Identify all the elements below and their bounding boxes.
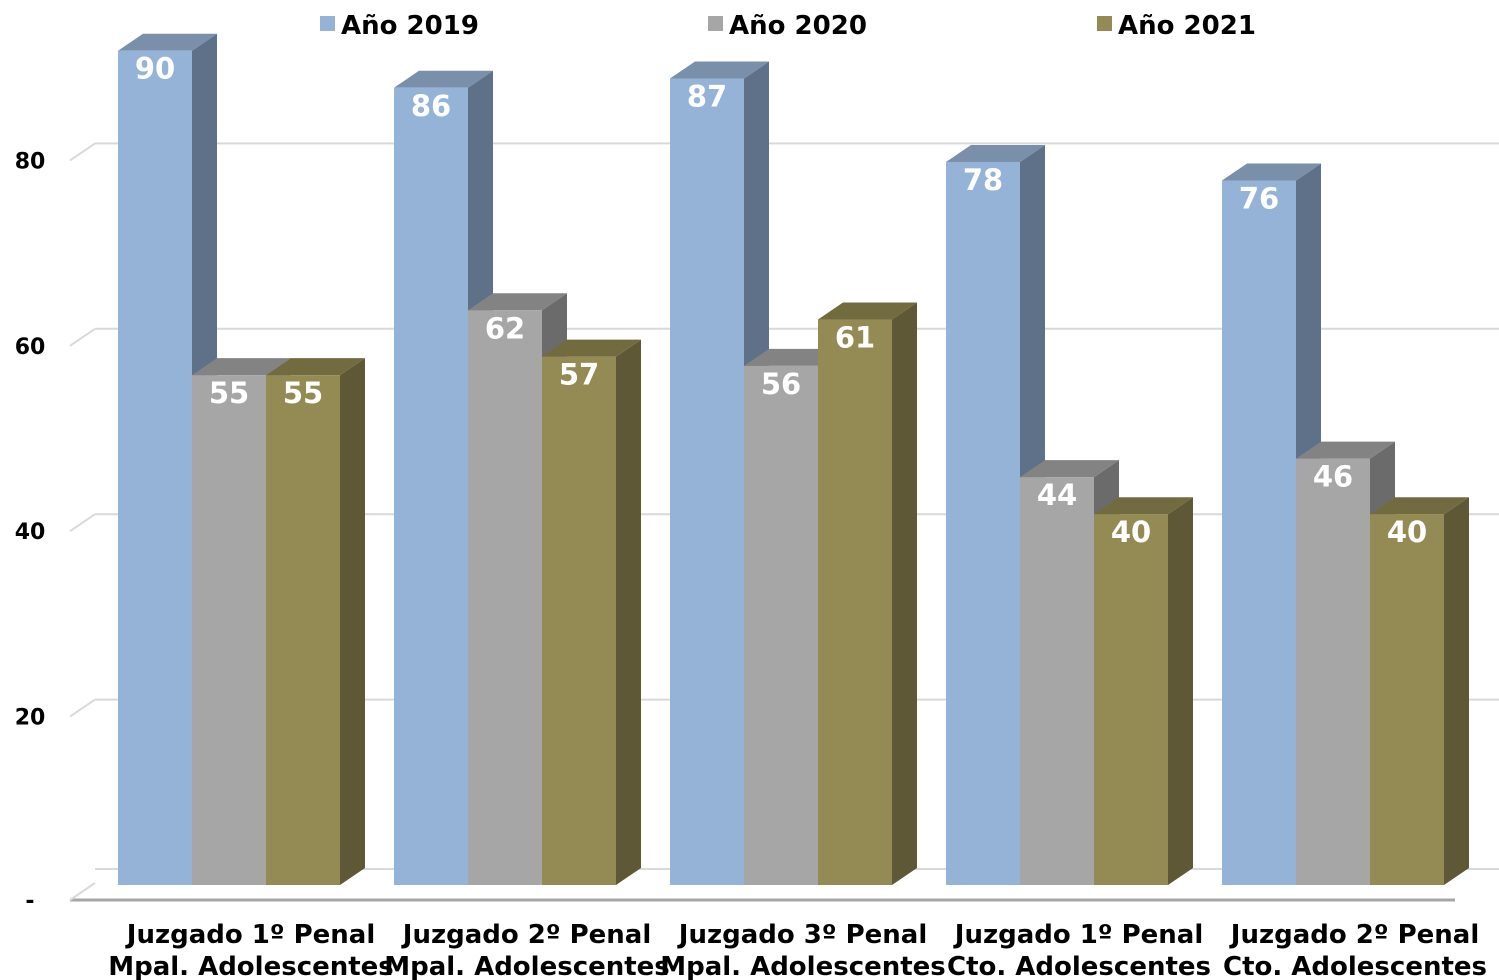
bar-top	[946, 144, 1045, 162]
data-label: 76	[1239, 181, 1279, 215]
data-label: 40	[1387, 515, 1427, 549]
data-label: 56	[761, 367, 801, 401]
legend-label: Año 2019	[341, 11, 479, 41]
bar-side	[340, 358, 365, 885]
y-tick-label: 60	[15, 335, 46, 360]
gridline-depth	[69, 327, 96, 347]
data-label: 44	[1037, 478, 1077, 512]
gridline-depth	[69, 513, 96, 533]
bar-side	[1444, 497, 1469, 885]
legend-swatch	[320, 16, 335, 31]
bar	[468, 310, 542, 885]
bar-top	[818, 302, 917, 320]
bar	[1094, 514, 1168, 885]
bar-top	[118, 33, 217, 51]
x-tick-label: Mpal. Adolescentes	[108, 952, 394, 980]
bar	[1020, 477, 1094, 885]
data-label: 86	[411, 89, 451, 123]
x-tick-label: Juzgado 2º Penal	[1229, 920, 1479, 950]
y-tick-label: 40	[15, 520, 46, 545]
bar	[192, 375, 266, 885]
y-tick-label: -	[25, 889, 34, 914]
y-tick-label: 80	[15, 149, 46, 174]
bar-top	[394, 70, 493, 88]
bar-top	[542, 339, 641, 357]
legend-label: Año 2021	[1118, 11, 1256, 41]
bar	[542, 356, 616, 885]
bar-top	[1370, 497, 1469, 515]
bar	[818, 319, 892, 885]
x-tick-label: Cto. Adolescentes	[947, 952, 1211, 980]
bar-top	[468, 293, 567, 311]
x-tick-label: Cto. Adolescentes	[1223, 952, 1487, 980]
gridline-depth	[69, 142, 96, 162]
data-label: 61	[835, 321, 875, 355]
bar-top	[1094, 497, 1193, 515]
bar	[1370, 514, 1444, 885]
data-label: 87	[687, 80, 727, 114]
x-tick-label: Mpal. Adolescentes	[384, 952, 670, 980]
bar-top	[1296, 441, 1395, 459]
y-tick-label: 20	[15, 706, 46, 731]
gridline-depth	[69, 698, 96, 718]
data-label: 57	[559, 358, 599, 392]
bar-top	[670, 61, 769, 79]
x-tick-label: Juzgado 1º Penal	[125, 920, 375, 950]
bar	[118, 50, 192, 885]
bar	[1296, 458, 1370, 885]
data-label: 78	[963, 163, 1003, 197]
x-tick-label: Juzgado 1º Penal	[953, 920, 1203, 950]
bar-top	[1020, 460, 1119, 478]
data-label: 55	[209, 376, 249, 410]
legend-swatch	[1097, 16, 1112, 31]
legend-label: Año 2020	[729, 11, 867, 41]
bar	[1222, 180, 1296, 886]
x-tick-label: Juzgado 2º Penal	[401, 920, 651, 950]
data-label: 90	[135, 52, 175, 86]
bar-side	[616, 339, 641, 885]
legend-swatch	[708, 16, 723, 31]
data-label: 46	[1313, 460, 1353, 494]
bar	[266, 375, 340, 885]
data-label: 55	[283, 376, 323, 410]
data-label: 62	[485, 311, 525, 345]
bar-top	[192, 358, 291, 376]
bar	[744, 365, 818, 885]
bar	[394, 87, 468, 885]
data-label: 40	[1111, 515, 1151, 549]
bar	[946, 161, 1020, 885]
floor-left-edge	[69, 882, 96, 901]
x-tick-label: Mpal. Adolescentes	[660, 952, 946, 980]
bar-top	[266, 358, 365, 376]
bar-top	[1222, 163, 1321, 181]
bar-side	[892, 302, 917, 885]
bar	[670, 78, 744, 885]
x-tick-label: Juzgado 3º Penal	[677, 920, 927, 950]
bar-side	[1168, 497, 1193, 885]
